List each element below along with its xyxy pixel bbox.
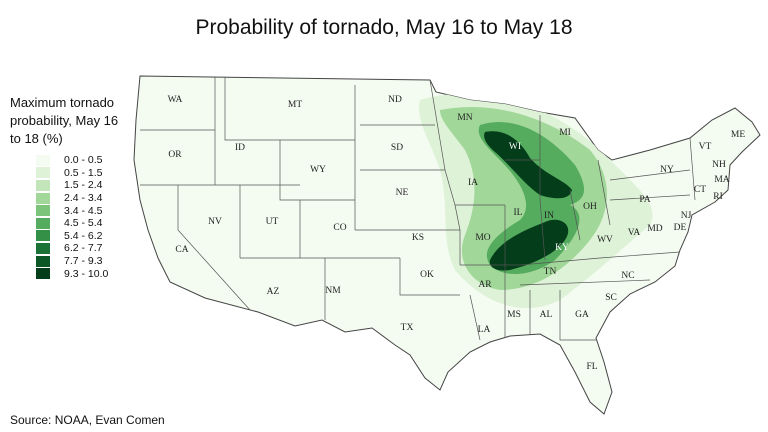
legend-swatch xyxy=(36,205,50,217)
legend-swatch xyxy=(36,255,50,267)
state-label: SD xyxy=(391,143,403,153)
legend-item: 9.3 - 10.0 xyxy=(10,267,130,280)
legend-item: 1.5 - 2.4 xyxy=(10,179,130,192)
state-label: WA xyxy=(168,95,183,105)
state-label: TN xyxy=(544,267,557,277)
state-label: CO xyxy=(333,223,346,233)
state-label: WV xyxy=(597,235,613,245)
state-label: NC xyxy=(621,271,634,281)
state-label: DE xyxy=(674,223,687,233)
state-label: NE xyxy=(396,188,409,198)
state-label: SC xyxy=(605,293,617,303)
legend-label: 3.4 - 4.5 xyxy=(64,204,103,217)
state-label: VT xyxy=(699,142,712,152)
state-label: AR xyxy=(478,280,492,290)
legend-label: 4.5 - 5.4 xyxy=(64,217,103,230)
legend-item: 6.2 - 7.7 xyxy=(10,242,130,255)
legend-swatch xyxy=(36,167,50,179)
legend-label: 7.7 - 9.3 xyxy=(64,255,103,268)
legend-label: 5.4 - 6.2 xyxy=(64,229,103,242)
state-labels: WA MT ND MN OR ID WY SD WI MI NY VT NH M… xyxy=(168,95,746,372)
state-label: OH xyxy=(583,202,597,212)
legend-label: 2.4 - 3.4 xyxy=(64,192,103,205)
legend-swatch xyxy=(36,230,50,242)
legend-label: 1.5 - 2.4 xyxy=(64,179,103,192)
legend-item: 2.4 - 3.4 xyxy=(10,192,130,205)
state-label: KY xyxy=(555,243,569,253)
state-label: MD xyxy=(647,224,662,234)
state-label: OR xyxy=(168,150,182,160)
state-label: FL xyxy=(586,362,597,372)
legend-label: 0.5 - 1.5 xyxy=(64,166,103,179)
legend-label: 9.3 - 10.0 xyxy=(64,267,109,280)
state-label: IN xyxy=(544,211,554,221)
state-label: NY xyxy=(660,165,674,175)
legend-item: 0.0 - 0.5 xyxy=(10,154,130,167)
state-label: MO xyxy=(475,233,490,243)
state-label: LA xyxy=(478,325,491,335)
legend-swatch xyxy=(36,242,50,254)
legend-item: 5.4 - 6.2 xyxy=(10,230,130,243)
state-label: IL xyxy=(514,208,523,218)
legend-swatch xyxy=(36,192,50,204)
legend-label: 6.2 - 7.7 xyxy=(64,242,103,255)
state-label: MA xyxy=(714,175,729,185)
legend-swatch xyxy=(36,217,50,229)
legend-swatch xyxy=(36,268,50,280)
state-label: NJ xyxy=(681,211,692,221)
legend-title: Maximum tornado probability, May 16 to 1… xyxy=(10,95,119,146)
state-label: AZ xyxy=(267,287,280,297)
state-label: NV xyxy=(208,217,222,227)
state-label: MI xyxy=(559,128,571,138)
state-label: UT xyxy=(266,217,279,227)
state-label: PA xyxy=(639,195,650,205)
legend-item: 7.7 - 9.3 xyxy=(10,255,130,268)
state-label: OK xyxy=(420,270,434,280)
state-label: CA xyxy=(175,245,188,255)
map-title: Probability of tornado, May 16 to May 18 xyxy=(195,16,573,39)
state-label: ND xyxy=(388,95,402,105)
state-label: AL xyxy=(540,310,553,320)
state-label: IA xyxy=(468,178,478,188)
legend-swatch xyxy=(36,154,50,166)
state-label: WI xyxy=(509,142,521,152)
state-label: RI xyxy=(713,192,723,202)
state-label: MT xyxy=(288,100,302,110)
source-note: Source: NOAA, Evan Comen xyxy=(10,413,165,427)
state-label: CT xyxy=(694,185,706,195)
state-label: ID xyxy=(235,143,245,153)
state-label: KS xyxy=(412,233,424,243)
state-label: MS xyxy=(507,310,521,320)
legend-item: 3.4 - 4.5 xyxy=(10,204,130,217)
state-borders xyxy=(140,76,696,345)
legend-swatch xyxy=(36,179,50,191)
state-label: TX xyxy=(401,323,414,333)
state-label: WY xyxy=(310,165,326,175)
state-label: NM xyxy=(325,286,341,296)
state-label: NH xyxy=(712,160,726,170)
legend-label: 0.0 - 0.5 xyxy=(64,154,103,167)
state-label: ME xyxy=(731,130,745,140)
state-label: MN xyxy=(457,113,472,123)
state-label: VA xyxy=(628,228,641,238)
legend: Maximum tornado probability, May 16 to 1… xyxy=(10,94,130,280)
legend-item: 0.5 - 1.5 xyxy=(10,167,130,180)
state-label: GA xyxy=(575,310,589,320)
legend-item: 4.5 - 5.4 xyxy=(10,217,130,230)
